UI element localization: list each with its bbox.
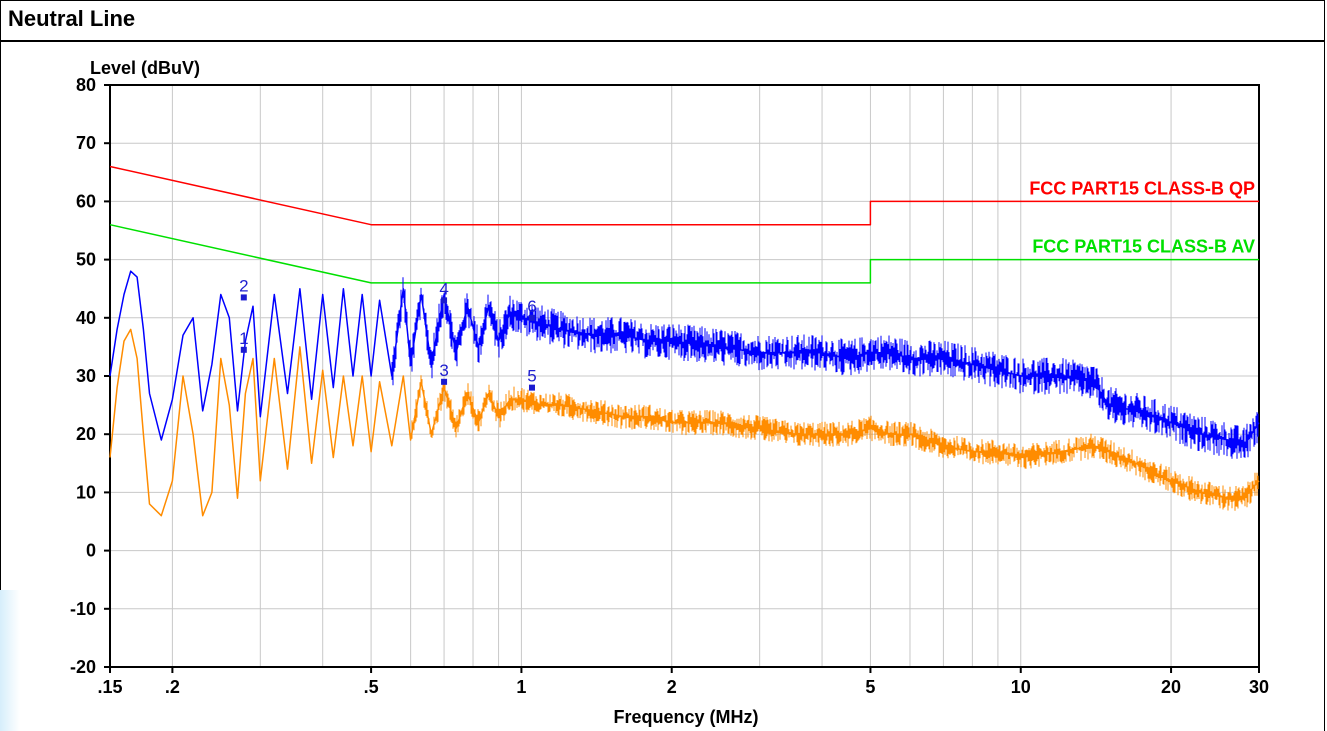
y-axis-title: Level (dBuV) bbox=[90, 58, 200, 78]
marker-label-5: 5 bbox=[527, 367, 536, 386]
marker-label-3: 3 bbox=[439, 361, 448, 380]
marker-2 bbox=[240, 294, 247, 301]
axes: -20 -10 0 10 20 30 40 50 60 70 80 .15 .2 .5 1 2 5 10 20 30 bbox=[70, 75, 1269, 697]
qp-limit-label: FCC PART15 CLASS-B QP bbox=[1029, 178, 1255, 198]
y-tick-label: 40 bbox=[76, 308, 96, 328]
y-tick-label: -20 bbox=[70, 657, 96, 677]
marker-label-1: 1 bbox=[239, 329, 248, 348]
y-tick-label: 50 bbox=[76, 250, 96, 270]
y-tick-label: 20 bbox=[76, 424, 96, 444]
marker-1 bbox=[240, 346, 247, 353]
label-group: FCC PART15 CLASS-B QP FCC PART15 CLASS-B … bbox=[239, 178, 1255, 385]
x-tick-label: .2 bbox=[165, 677, 180, 697]
marker-label-2: 2 bbox=[239, 276, 248, 295]
x-tick-label: 30 bbox=[1249, 677, 1269, 697]
x-tick-label: 1 bbox=[516, 677, 526, 697]
decorative-gradient bbox=[0, 590, 20, 731]
qp-limit-line bbox=[109, 165, 1259, 226]
y-tick-label: 60 bbox=[76, 191, 96, 211]
average-trace-noise bbox=[410, 375, 1259, 511]
y-tick-label: -10 bbox=[70, 599, 96, 619]
y-tick-label: 70 bbox=[76, 133, 96, 153]
marker-label-6: 6 bbox=[527, 297, 536, 316]
y-tick-label: 10 bbox=[76, 482, 96, 502]
marker-5 bbox=[528, 384, 535, 391]
x-tick-label: 2 bbox=[667, 677, 677, 697]
x-axis-title: Frequency (MHz) bbox=[613, 707, 758, 727]
x-tick-label: 10 bbox=[1011, 677, 1031, 697]
av-limit-line bbox=[109, 223, 1259, 284]
page-title: Neutral Line bbox=[8, 6, 136, 31]
marker-3 bbox=[441, 378, 448, 385]
series-group bbox=[109, 165, 1260, 517]
marker-4 bbox=[441, 297, 448, 304]
average-trace bbox=[109, 328, 1260, 517]
av-limit-label: FCC PART15 CLASS-B AV bbox=[1032, 237, 1255, 257]
x-tick-label: .5 bbox=[364, 677, 379, 697]
marker-6 bbox=[528, 314, 535, 321]
marker-group bbox=[240, 294, 535, 391]
x-tick-label: 20 bbox=[1161, 677, 1181, 697]
y-tick-label: 80 bbox=[76, 75, 96, 95]
peak-trace bbox=[109, 270, 1260, 447]
title-bar: Neutral Line bbox=[0, 0, 1325, 42]
y-tick-label: 0 bbox=[86, 541, 96, 561]
x-tick-label: 5 bbox=[865, 677, 875, 697]
x-tick-label: .15 bbox=[97, 677, 122, 697]
y-tick-label: 30 bbox=[76, 366, 96, 386]
marker-label-4: 4 bbox=[439, 279, 448, 298]
grid bbox=[110, 85, 1259, 667]
